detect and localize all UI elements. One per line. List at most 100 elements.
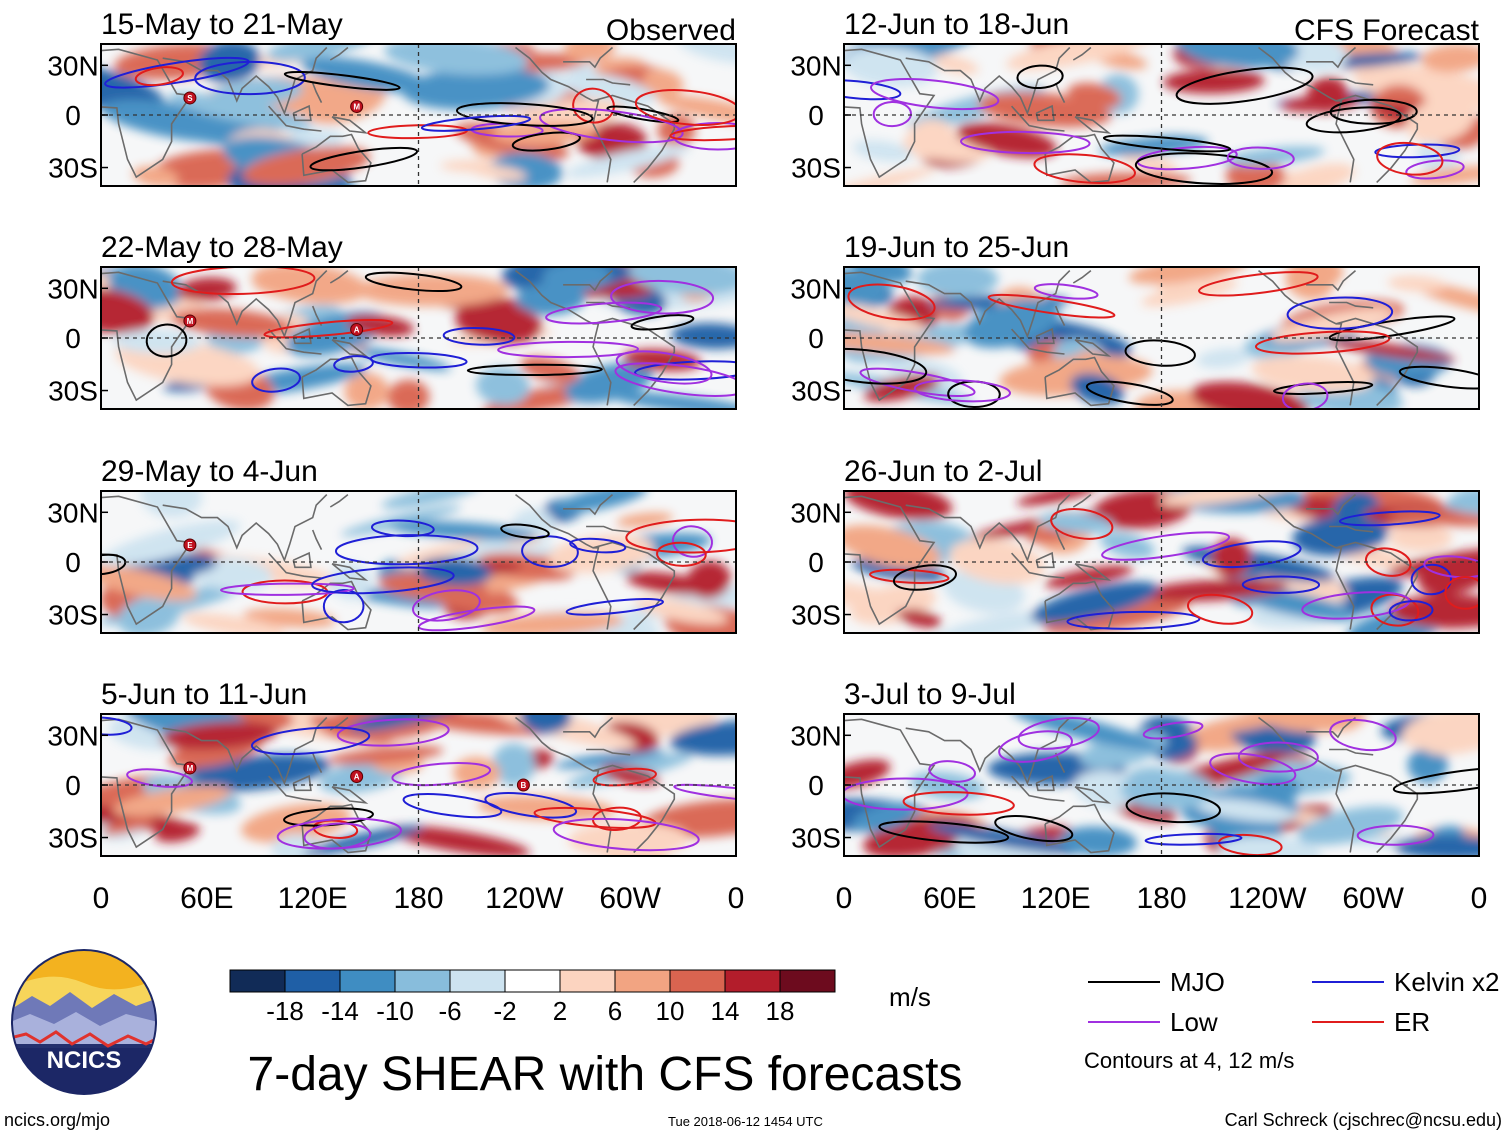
shear-anomaly-blob <box>266 44 374 62</box>
shear-anomaly-blob <box>542 267 612 292</box>
shear-anomaly-blob <box>492 743 536 786</box>
contour-loop <box>1033 283 1099 300</box>
colorbar-swatch <box>504 969 561 993</box>
contour-loop <box>928 760 976 783</box>
shear-anomaly-blob <box>241 803 351 843</box>
contour-loop <box>625 518 736 554</box>
contour-loop <box>1186 593 1254 625</box>
contour-loop <box>194 60 306 96</box>
shear-anomaly-blob <box>301 56 432 93</box>
y-tick-label: 0 <box>65 323 81 354</box>
contour-loop <box>987 293 1116 319</box>
panel-period-label: 3-Jul to 9-Jul <box>844 678 1016 711</box>
contour-loop <box>870 78 1000 111</box>
forecast-header: CFS Forecast <box>1294 14 1480 47</box>
coastline <box>268 552 322 579</box>
contour-loop <box>1286 296 1394 330</box>
shear-anomaly-blob <box>1251 355 1374 393</box>
contour-loop <box>455 102 594 127</box>
shear-anomaly-blob <box>896 608 942 628</box>
y-tick-label: 30S <box>791 600 841 631</box>
coastline <box>1306 493 1357 516</box>
storm-marker-label: A <box>354 325 360 334</box>
storm-marker-label: M <box>187 317 194 326</box>
shear-anomaly-blob <box>167 92 312 130</box>
shear-anomaly-blob <box>1176 44 1299 69</box>
legend-label: Kelvin x2 <box>1394 967 1500 997</box>
colorbar-swatch <box>724 969 781 993</box>
contour-loop <box>420 114 532 132</box>
wave-contours <box>869 508 1479 630</box>
shear-anomaly-blob <box>934 611 1053 633</box>
contour-loop <box>569 537 627 554</box>
shear-anomaly-blob <box>916 267 999 298</box>
coastlines <box>844 493 1419 631</box>
x-tick-label: 60E <box>180 882 233 915</box>
coastline <box>1035 104 1055 122</box>
shear-anomaly-blob <box>101 564 197 601</box>
y-tick-label: 30N <box>47 50 98 81</box>
coastline <box>1329 525 1374 533</box>
coastline <box>592 94 676 183</box>
y-tick-label: 30N <box>790 273 841 304</box>
coastlines <box>101 716 676 854</box>
shear-anomaly-blob <box>567 821 690 856</box>
coastline <box>311 82 323 103</box>
contour-loop <box>1376 141 1444 176</box>
colorbar-tick-label: -6 <box>438 996 461 1026</box>
colorbar-tick-label: -10 <box>376 996 414 1026</box>
contour-loop <box>1125 792 1221 824</box>
x-tick-label: 0 <box>93 882 110 915</box>
shear-anomaly-blob <box>402 67 550 110</box>
coastline <box>1335 94 1419 183</box>
shear-anomaly-blob <box>949 538 1045 585</box>
colorbar-swatch <box>339 969 396 993</box>
shear-anomaly-blob <box>671 323 736 350</box>
shear-anomaly-blob <box>1285 267 1335 300</box>
ncics-logo: NCICS <box>10 948 158 1096</box>
contour-loop <box>364 271 463 293</box>
shear-anomaly-blob <box>1306 76 1348 114</box>
coastline <box>1306 269 1357 292</box>
coastline <box>586 525 631 533</box>
panel-3: E <box>100 490 737 634</box>
storm-marker-B: B <box>516 778 530 792</box>
storm-marker-M: M <box>183 761 197 775</box>
x-tick-label: 0 <box>728 882 745 915</box>
coastline <box>268 328 322 355</box>
shear-anomaly-blob <box>563 73 655 106</box>
contour-loop <box>145 323 188 358</box>
panel-period-label: 5-Jun to 11-Jun <box>101 678 307 711</box>
shear-anomaly-blob <box>1039 512 1114 534</box>
contour-loop <box>610 279 715 315</box>
footer-url[interactable]: ncics.org/mjo <box>4 1110 111 1130</box>
contour-loop <box>1338 510 1441 527</box>
coastline <box>1035 327 1055 345</box>
shear-anomaly-blob <box>352 347 451 371</box>
contour-loop <box>606 105 680 124</box>
coastline <box>844 718 936 849</box>
colorbar-tick-label: 14 <box>711 996 740 1026</box>
contour-loop <box>1305 106 1402 134</box>
coastline <box>1072 269 1092 284</box>
coastline <box>1035 774 1055 792</box>
contour-loop <box>1405 159 1465 180</box>
shear-anomaly-blob <box>1141 278 1239 307</box>
coastline <box>329 493 349 508</box>
contour-loop <box>844 777 969 811</box>
contour-loop <box>671 525 714 558</box>
shear-anomaly-blob <box>416 557 492 587</box>
shear-anomaly-blob <box>1005 44 1153 71</box>
contour-loop <box>872 100 912 128</box>
shear-anomaly-blob <box>1421 44 1479 73</box>
storm-marker-label: B <box>521 781 527 790</box>
y-tick-label: 0 <box>65 770 81 801</box>
contour-loop <box>1102 134 1232 153</box>
contour-loop <box>673 783 736 803</box>
contour-loop <box>592 806 642 831</box>
coastline <box>268 775 322 802</box>
shear-anomaly-blob <box>844 491 953 521</box>
contour-loop <box>552 817 700 852</box>
shear-anomaly-blob <box>1193 798 1297 823</box>
y-tick-label: 0 <box>65 547 81 578</box>
